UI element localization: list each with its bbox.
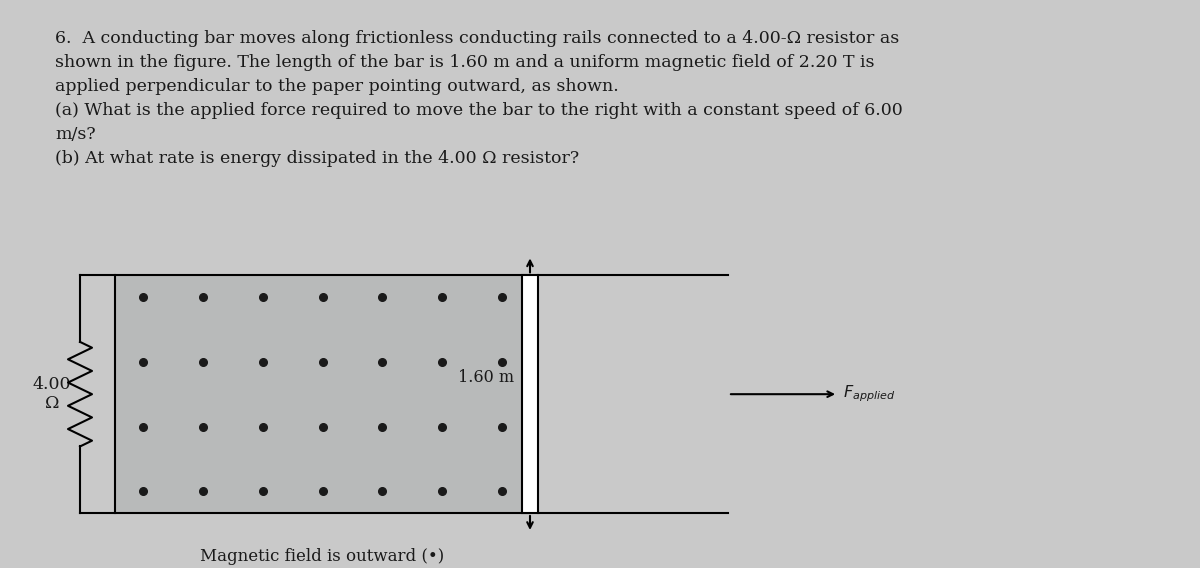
Bar (115, 275, 530, 513)
Text: 1.60 m: 1.60 m (458, 369, 514, 386)
Text: Magnetic field is outward (•): Magnetic field is outward (•) (200, 548, 445, 565)
Text: $F_{applied}$: $F_{applied}$ (842, 384, 895, 404)
Bar (522, 275, 538, 513)
Text: 4.00
Ω: 4.00 Ω (32, 376, 71, 412)
Text: 6.  A conducting bar moves along frictionless conducting rails connected to a 4.: 6. A conducting bar moves along friction… (55, 30, 902, 168)
